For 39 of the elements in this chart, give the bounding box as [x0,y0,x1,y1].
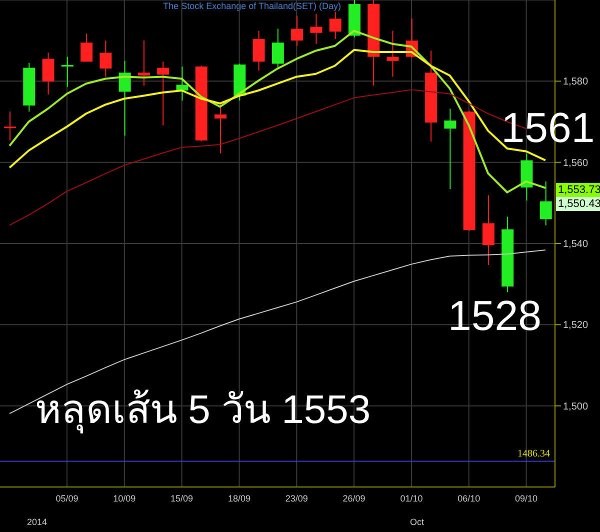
text: 1,553.73 [556,183,600,197]
candlestick [482,194,494,266]
candlestick [540,180,552,226]
candlestick [80,33,93,62]
text: 2014 [27,516,48,528]
candlestick [214,104,227,154]
x-tick-label: 06/10 [458,493,480,504]
candlestick [291,15,304,46]
candlestick [4,111,16,141]
annotation: 1528 [448,290,542,341]
x-tick-label: 18/09 [228,493,250,504]
candlestick [386,30,399,78]
chart-title: The Stock Exchange of Thailand(SET) (Day) [162,1,342,11]
x-tick-label: 26/09 [342,493,366,504]
candlestick [61,56,74,88]
candlestick [252,30,265,72]
candlestick [42,52,54,96]
y-tick-label: 1,500 [563,401,588,412]
candlestick [310,13,322,44]
x-tick-label: 15/09 [170,493,194,504]
text: Oct [410,516,424,528]
x-tick-label: 23/09 [285,493,308,504]
x-tick-label: 01/10 [400,493,423,504]
y-tick-label: 1,540 [563,239,588,250]
candlestick [444,108,456,190]
candlestick [100,40,112,78]
x-tick-label: 05/09 [56,493,78,504]
x-tick-label: 09/10 [515,493,538,504]
candlestick [272,28,284,70]
candlestick [157,61,170,126]
ref-line-label: 1486.34 [518,448,550,460]
annotation: หลุดเส้น 5 วัน 1553 [35,387,371,434]
y-tick-label: 1,560 [563,158,588,169]
candlestick [329,11,342,40]
y-tick-label: 1,580 [563,76,588,88]
x-tick-label: 10/09 [113,493,136,504]
y-tick-label: 1,520 [563,320,588,332]
text: 1,550.43 [556,197,600,211]
candlestick [138,40,150,86]
